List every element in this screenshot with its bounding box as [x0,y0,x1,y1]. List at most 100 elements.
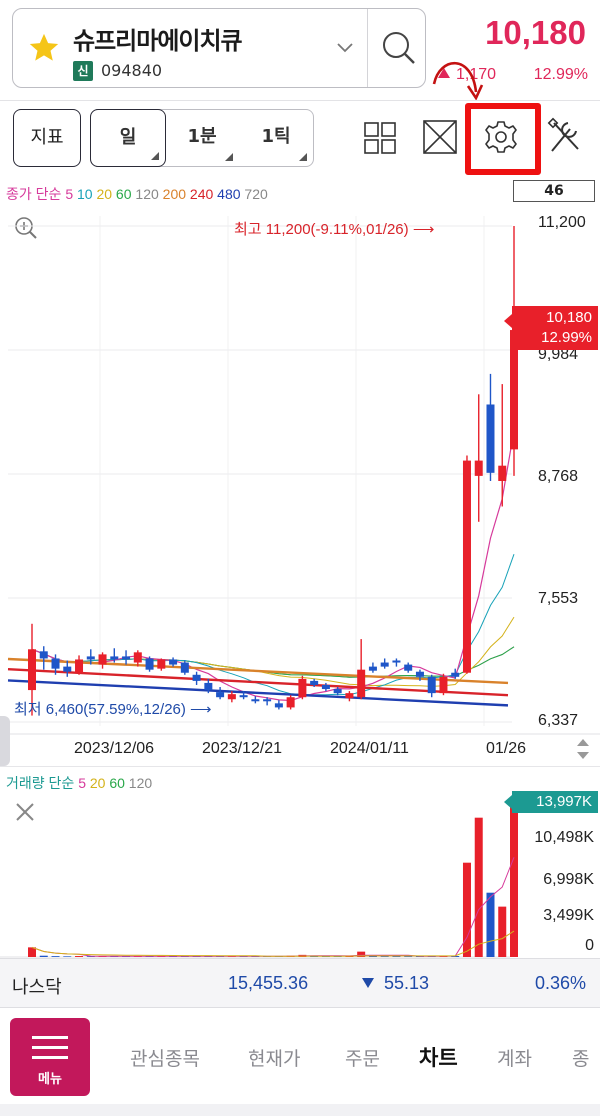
candle-body [227,694,236,700]
volume-bar [75,956,84,957]
stock-selector[interactable]: 슈프리마에이치큐 신 094840 [12,8,426,88]
candlestick-plot[interactable] [0,176,600,766]
y-tick-label: 6,337 [538,712,579,729]
nav-chart[interactable]: 차트 [419,1046,458,1070]
corner-triangle-icon [151,152,159,160]
volume-bar [510,807,518,957]
candle-body [498,465,507,481]
ma-legend-entry: 200 [158,186,187,202]
index-change-value: 55.13 [384,973,430,993]
index-name: 나스닥 [12,977,62,997]
nav-watchlist[interactable]: 관심종목 [130,1048,200,1070]
corner-triangle-icon [225,153,233,161]
hamburger-icon [32,1036,68,1059]
volume-plot[interactable] [0,767,600,959]
candle-body [204,682,213,691]
tools-icon[interactable] [544,115,584,161]
candle-body [380,662,389,667]
candle-body [462,460,471,673]
volume-bar [51,956,60,957]
tag-price: 10,180 [546,309,592,326]
ma-legend-entry: 480 [213,186,241,202]
menu-button[interactable]: 메뉴 [10,1018,90,1096]
credit-badge: 신 [73,61,93,81]
candle-body [368,666,377,671]
stock-code: 094840 [101,61,163,80]
search-icon[interactable] [369,9,427,87]
legend-prefix: 거래량 단순 [6,775,75,791]
candle-body [274,703,283,708]
close-icon[interactable] [14,801,36,823]
volume-bar [86,956,95,957]
stock-name: 슈프리마에이치큐 [73,27,243,55]
candle-body [263,699,272,702]
volume-bar [404,956,413,957]
change-percent: 12.99% [533,66,588,83]
low-label-text: 최저 6,460(57.59%,12/26) [14,701,186,718]
candle-body [133,652,142,663]
legend-prefix: 종가 단순 [6,186,62,202]
volume-bar [28,947,36,957]
volume-bar [462,862,471,957]
candle-body [39,651,48,659]
ma-legend-entry: 240 [186,186,214,202]
candle-body [286,697,295,708]
ma-legend-entry: 10 [73,186,93,202]
volume-legend[interactable]: 거래량 단순 5 20 60 120 [6,773,152,793]
y-tick-label: 11,200 [538,214,586,231]
high-label-text: 최고 11,200(-9.11%,01/26) [234,221,409,238]
period-label: 일 [119,127,137,148]
grid-layout-icon[interactable] [360,115,400,161]
candle-body [239,695,248,698]
candle-body [180,662,189,673]
volume-bar [474,817,483,957]
scroll-updown-icon[interactable] [574,736,592,762]
volume-chart[interactable]: 거래량 단순 5 20 60 120 13,997K 10,498K 6,998… [0,766,600,958]
gear-icon[interactable] [481,115,521,161]
period-day-button[interactable]: 일 [90,109,166,167]
market-index-bar[interactable]: 나스닥 15,455.36 55.13 0.36% [0,958,600,1008]
volume-bar [498,906,507,957]
candle-body [333,689,342,694]
candle-body [169,659,178,665]
ma-legend-entry: 60 [112,186,132,202]
candle-body [110,656,119,660]
star-favorite-icon[interactable] [27,31,61,65]
volume-legend-entry: 20 [85,775,106,791]
volume-bar [486,892,495,957]
indicator-button[interactable]: 지표 [13,109,81,167]
candle-body [157,659,166,669]
corner-triangle-icon [299,153,307,161]
candle-body [192,674,201,681]
divider [367,9,368,87]
candle-body [51,658,60,669]
nav-current-price[interactable]: 현재가 [248,1048,301,1070]
candle-body [474,460,483,476]
chevron-down-icon[interactable] [335,37,355,57]
nav-order[interactable]: 주문 [345,1048,380,1070]
gear-highlight-box [465,103,541,175]
panel-drag-handle[interactable] [0,716,10,766]
candle-body [427,676,436,694]
ma-legend[interactable]: 종가 단순 5 10 20 60 120 200 240 480 720 [6,184,268,204]
current-price-tag: 10,180 12.99% [504,306,598,350]
period-tick-button[interactable]: 1틱 [239,109,313,167]
nav-account[interactable]: 계좌 [497,1048,532,1070]
volume-legend-entry: 120 [124,775,153,791]
candle-body [298,678,307,698]
period-minute-button[interactable]: 1분 [165,109,239,167]
candle-body [86,656,95,660]
menu-label: 메뉴 [38,1072,62,1087]
volume-ma-line [31,857,515,957]
legend-items: 5 20 60 120 [78,775,152,791]
expand-icon[interactable] [420,115,460,161]
nav-more[interactable]: 종 [572,1048,590,1070]
candle-count[interactable]: 46 [513,180,595,202]
price-chart[interactable]: 종가 단순 5 10 20 60 120 200 240 480 720 46 … [0,176,600,766]
down-triangle-icon [362,978,374,988]
up-triangle-icon [438,68,450,78]
volume-legend-entry: 60 [105,775,125,791]
high-price-label: 최고 11,200(-9.11%,01/26) ⟶ [234,221,435,238]
volume-y-tick: 3,499K [543,907,594,924]
x-tick-label: 2023/12/06 [74,740,155,757]
